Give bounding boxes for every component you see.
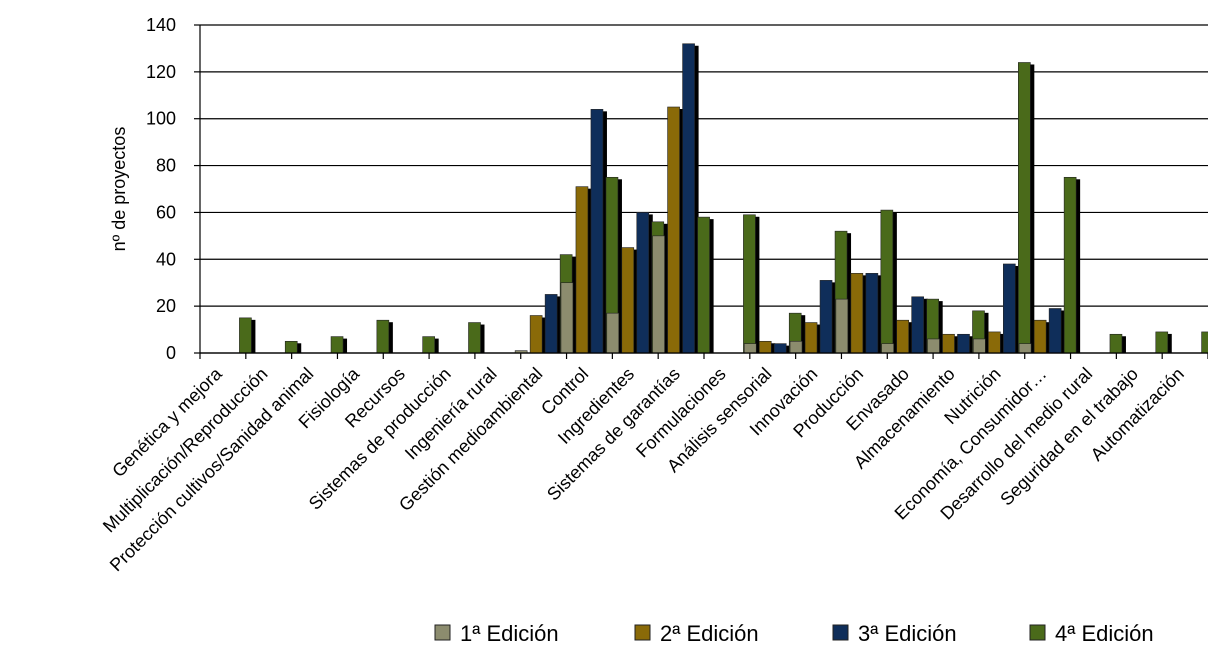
bar bbox=[835, 298, 849, 354]
bar bbox=[560, 282, 574, 354]
y-tick-label: 0 bbox=[166, 343, 176, 363]
bar bbox=[1048, 308, 1062, 354]
bar bbox=[988, 331, 1001, 354]
bar bbox=[606, 312, 620, 354]
y-tick-label: 40 bbox=[156, 249, 176, 269]
bar bbox=[1201, 331, 1208, 354]
bar bbox=[804, 322, 818, 354]
bar bbox=[881, 343, 894, 354]
bar bbox=[590, 109, 604, 354]
legend-swatch bbox=[1029, 624, 1046, 641]
bar bbox=[636, 212, 650, 354]
bar bbox=[743, 343, 757, 354]
bar bbox=[896, 319, 909, 354]
bar bbox=[865, 273, 879, 354]
bar bbox=[880, 209, 894, 354]
bar bbox=[330, 336, 344, 354]
x-axis: Genética y mejoraMultiplicación/Reproduc… bbox=[99, 352, 1208, 576]
y-tick-label: 100 bbox=[146, 109, 176, 129]
bar bbox=[667, 106, 680, 354]
bar bbox=[911, 296, 924, 354]
bar bbox=[819, 280, 833, 354]
bar bbox=[239, 317, 252, 354]
legend-swatch bbox=[832, 624, 849, 641]
bar bbox=[1003, 263, 1016, 354]
legend-label: 2ª Edición bbox=[660, 621, 759, 646]
bar bbox=[544, 294, 558, 354]
bar bbox=[376, 319, 390, 354]
bar bbox=[1109, 333, 1123, 354]
bar bbox=[957, 333, 970, 354]
bar bbox=[682, 43, 695, 354]
legend-label: 3ª Edición bbox=[858, 621, 957, 646]
y-axis: 0 20 40 60 80 100 120 140 bbox=[146, 15, 201, 363]
legend: 1ª Edición 2ª Edición 3ª Edición 4ª Edición bbox=[434, 621, 1154, 646]
bar bbox=[1018, 62, 1031, 354]
legend-label: 1ª Edición bbox=[460, 621, 559, 646]
y-tick-label: 20 bbox=[156, 296, 176, 316]
y-tick-label: 120 bbox=[146, 62, 176, 82]
bar bbox=[927, 338, 940, 354]
bars bbox=[239, 43, 1208, 354]
bar bbox=[942, 333, 955, 354]
y-axis-label: nº de proyectos bbox=[109, 127, 129, 252]
bar bbox=[973, 338, 986, 354]
y-tick-label: 80 bbox=[156, 156, 176, 176]
bar bbox=[529, 315, 543, 354]
bar bbox=[758, 340, 772, 354]
legend-swatch bbox=[634, 624, 651, 641]
bar bbox=[422, 336, 435, 354]
bar bbox=[1155, 331, 1169, 354]
bar bbox=[773, 343, 787, 354]
bar bbox=[621, 247, 635, 354]
bar bbox=[789, 340, 803, 354]
bar bbox=[284, 340, 298, 354]
bar bbox=[1018, 343, 1032, 354]
bar bbox=[697, 216, 710, 354]
x-tick-label: Protección cultivos/Sanidad animal bbox=[106, 364, 318, 576]
bar bbox=[743, 214, 756, 354]
bar bbox=[850, 273, 864, 354]
bar bbox=[1063, 176, 1077, 354]
bar bbox=[1033, 319, 1047, 354]
bar bbox=[468, 322, 481, 354]
y-tick-label: 140 bbox=[146, 15, 176, 35]
bar bbox=[575, 186, 589, 354]
y-tick-label: 60 bbox=[156, 202, 176, 222]
bar bbox=[652, 235, 665, 354]
legend-label: 4ª Edición bbox=[1055, 621, 1154, 646]
legend-swatch bbox=[434, 624, 451, 641]
